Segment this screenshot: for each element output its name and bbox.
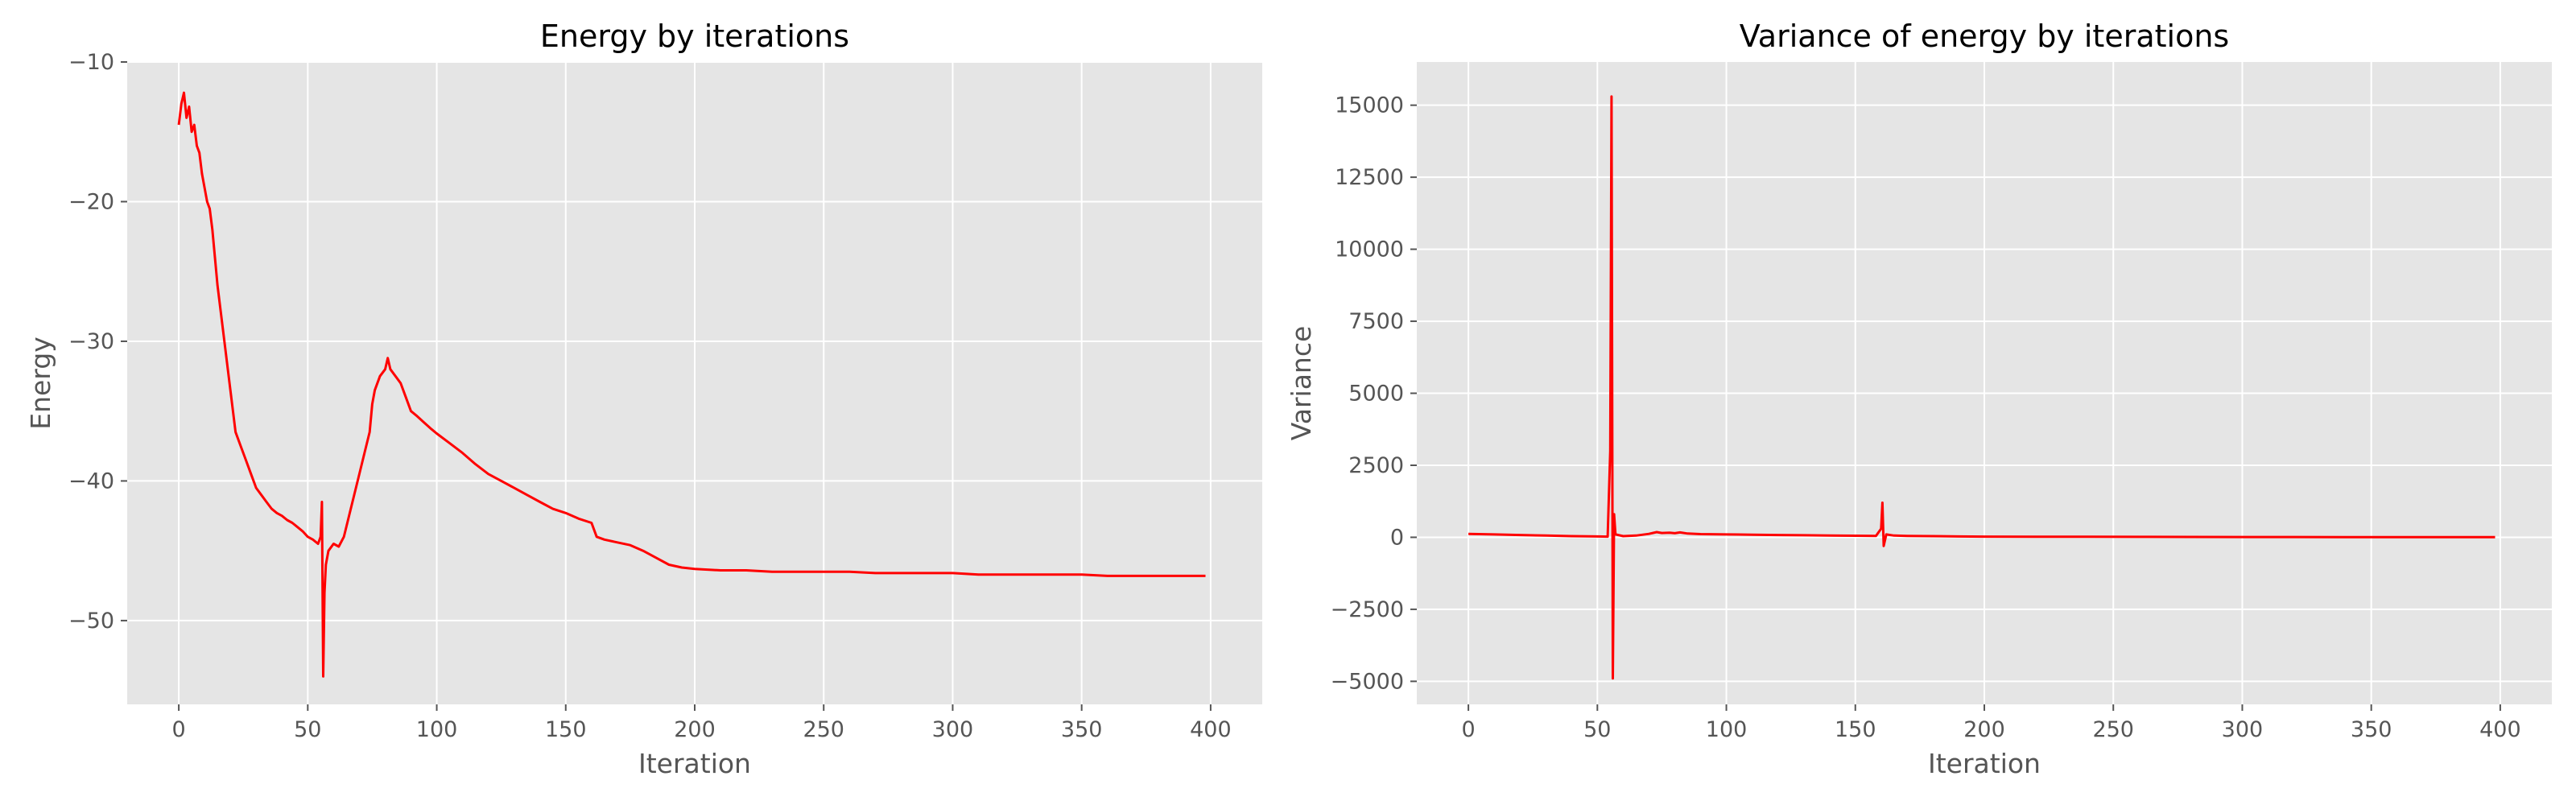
y-tick-label: 0 — [1390, 525, 1404, 550]
y-tick-label: 2500 — [1348, 453, 1404, 478]
x-tick-label: 300 — [2222, 717, 2264, 742]
x-tick-label: 50 — [294, 717, 321, 742]
y-tick-label: 10000 — [1335, 237, 1404, 262]
x-tick-label: 0 — [171, 717, 185, 742]
energy-chart: 0 50 100 150 200 250 300 350 400−50−40−30−20−10 … — [25, 19, 1262, 779]
x-tick-label: 400 — [1190, 717, 1232, 742]
chart-title: Variance of energy by iterations — [1740, 19, 2229, 54]
variance-chart: 0 50 100 150 200 250 300 350 400 −5000 −2500 0 2500 5… — [1286, 19, 2552, 779]
x-tick-label: 300 — [932, 717, 974, 742]
x-tick-label: 400 — [2479, 717, 2521, 742]
y-tick-label: 5000 — [1348, 382, 1404, 407]
y-tick-label: 12500 — [1335, 165, 1404, 190]
y-tick-label: −40 — [68, 469, 114, 493]
energy-series-line — [177, 91, 1206, 678]
x-tick-label: 250 — [803, 717, 844, 742]
grid — [127, 61, 1262, 704]
y-tick-label: −30 — [68, 329, 114, 354]
x-axis-label: Iteration — [638, 748, 751, 779]
y-tick-label: −50 — [68, 609, 114, 634]
x-tick-label: 200 — [674, 717, 716, 742]
variance-series-line — [1468, 95, 2496, 680]
x-tick-label: 50 — [1583, 717, 1611, 742]
x-tick-label: 0 — [1461, 717, 1475, 742]
x-tick-label: 150 — [545, 717, 587, 742]
y-tick-label: −10 — [68, 50, 114, 75]
x-tick-label: 150 — [1835, 717, 1876, 742]
x-tick-label: 350 — [2351, 717, 2392, 742]
y-axis-label: Variance — [1286, 326, 1317, 441]
x-axis-label: Iteration — [1928, 748, 2041, 779]
x-tick-label: 350 — [1061, 717, 1103, 742]
y-tick-label: 15000 — [1335, 93, 1404, 118]
ticks: 0 50 100 150 200 250 300 350 400 −50 −40 −30 −20 −10 — [68, 50, 1232, 742]
x-tick-label: 100 — [1706, 717, 1748, 742]
x-tick-label: 250 — [2092, 717, 2134, 742]
chart-title: Energy by iterations — [540, 19, 849, 54]
y-tick-label: 7500 — [1348, 309, 1404, 334]
x-tick-label: 200 — [1963, 717, 2005, 742]
y-tick-label: −5000 — [1331, 669, 1404, 694]
ticks: 0 50 100 150 200 250 300 350 400 −5000 −2500 0 2500 5… — [1331, 93, 2521, 742]
y-tick-label: −2500 — [1331, 597, 1404, 622]
x-tick-label: 100 — [416, 717, 458, 742]
y-tick-label: −20 — [68, 189, 114, 214]
y-axis-label: Energy — [25, 336, 56, 430]
